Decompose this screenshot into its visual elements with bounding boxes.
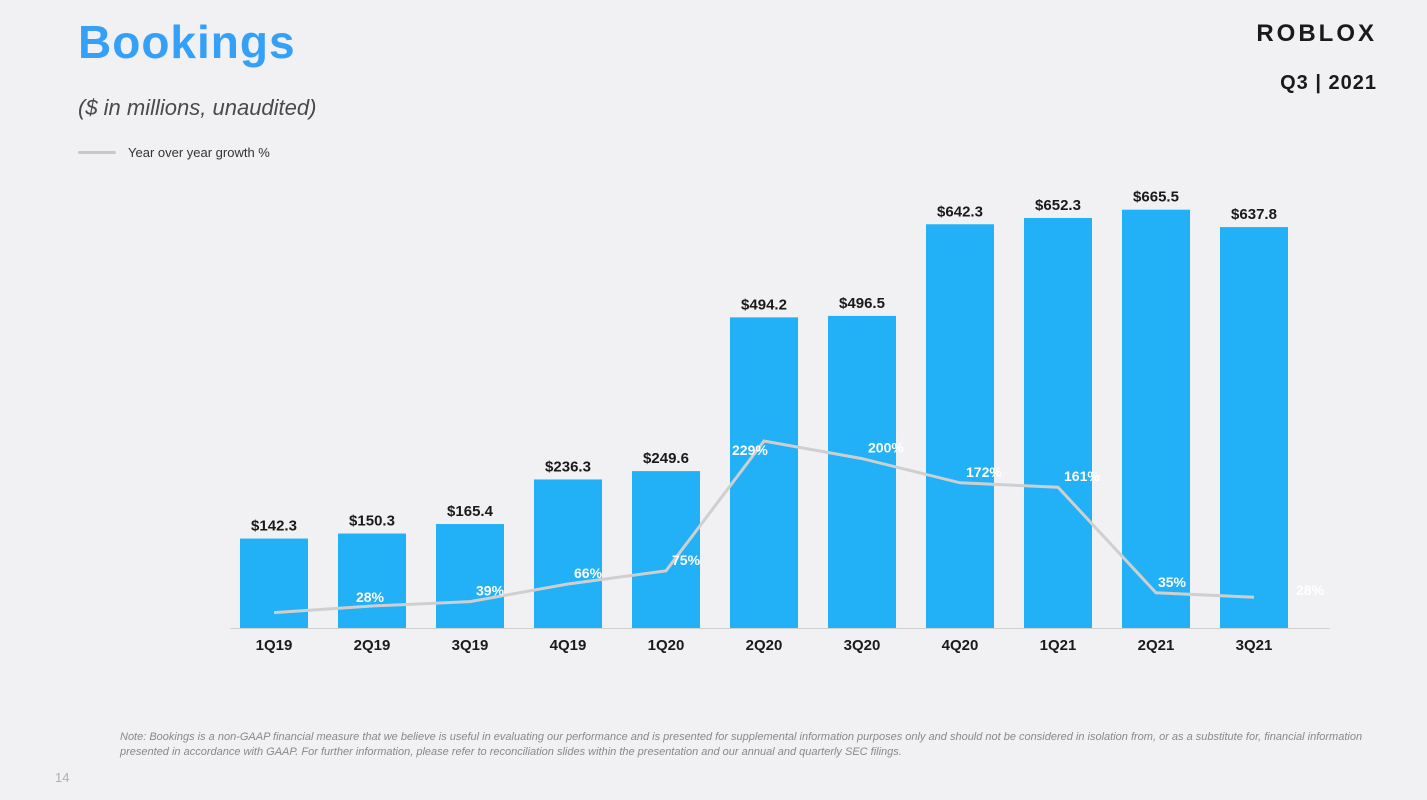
bar-value-3Q21: $637.8 [1231,206,1277,223]
category-label-1Q21: 1Q21 [1040,637,1077,654]
legend-label: Year over year growth % [128,145,270,160]
category-label-3Q21: 3Q21 [1236,637,1273,654]
page-subtitle: ($ in millions, unaudited) [78,95,316,121]
bar-2Q19 [338,534,406,628]
category-label-3Q19: 3Q19 [452,637,489,654]
footer-note: Note: Bookings is a non-GAAP financial m… [120,730,1367,760]
bar-3Q19 [436,524,504,628]
growth-label-3Q19: 39% [476,583,505,599]
bar-value-2Q21: $665.5 [1133,189,1179,206]
bar-value-2Q19: $150.3 [349,513,395,530]
chart-svg: $142.3 1Q19 $150.3 2Q19 $165.4 3Q19 $236.3 4Q19… [230,188,1330,670]
growth-label-4Q20: 172% [966,464,1002,480]
category-label-1Q20: 1Q20 [648,637,685,654]
bar-value-1Q20: $249.6 [643,450,689,467]
category-label-2Q20: 2Q20 [746,637,783,654]
bar-4Q20 [926,224,994,628]
bar-3Q21 [1220,227,1288,628]
growth-label-1Q21: 161% [1064,468,1100,484]
period-label: Q3 | 2021 [1280,72,1377,95]
category-label-2Q19: 2Q19 [354,637,391,654]
bar-1Q19 [240,539,308,628]
growth-label-2Q19: 28% [356,589,385,605]
category-label-1Q19: 1Q19 [256,637,293,654]
bar-value-4Q20: $642.3 [937,203,983,220]
page-title: Bookings [78,15,296,69]
bar-1Q21 [1024,218,1092,628]
bar-value-4Q19: $236.3 [545,458,591,475]
growth-label-3Q20: 200% [868,440,904,456]
growth-label-2Q21: 35% [1158,574,1187,590]
category-label-2Q21: 2Q21 [1138,637,1175,654]
growth-label-4Q19: 66% [574,565,603,581]
bar-1Q20 [632,471,700,628]
bar-4Q19 [534,479,602,628]
page-number: 14 [55,770,69,785]
bar-3Q20 [828,316,896,628]
category-label-3Q20: 3Q20 [844,637,881,654]
bar-value-1Q19: $142.3 [251,518,297,535]
chart-legend: Year over year growth % [78,145,270,160]
legend-line-icon [78,151,116,154]
bar-value-2Q20: $494.2 [741,296,787,313]
bookings-chart: $142.3 1Q19 $150.3 2Q19 $165.4 3Q19 $236.3 4Q19… [230,188,1330,670]
growth-label-1Q20: 75% [672,552,701,568]
growth-label-3Q21: 28% [1296,582,1325,598]
brand-logo: ROBLOX [1256,20,1377,48]
bar-value-1Q21: $652.3 [1035,197,1081,214]
bar-value-3Q19: $165.4 [447,503,494,520]
bar-value-3Q20: $496.5 [839,295,885,312]
category-label-4Q20: 4Q20 [942,637,979,654]
growth-label-2Q20: 229% [732,442,768,458]
category-label-4Q19: 4Q19 [550,637,587,654]
